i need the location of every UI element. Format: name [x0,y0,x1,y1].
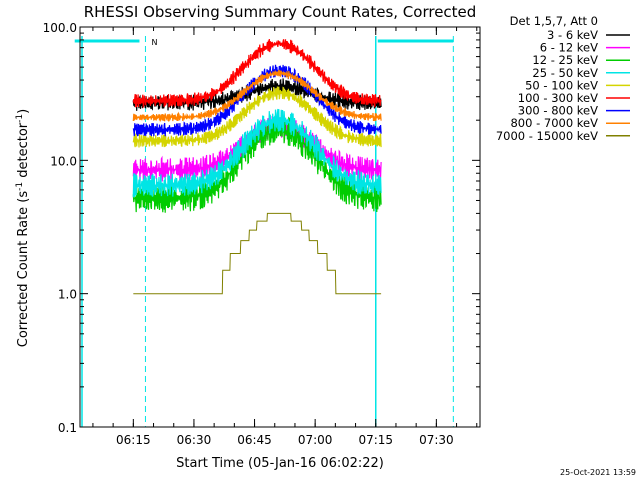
axes-frame [79,26,481,428]
y-tick-label: 1.0 [58,288,77,302]
x-axis-label: Start Time (05-Jan-16 06:02:22) [176,456,384,471]
x-tick-label: 06:15 [116,433,151,447]
y-tick-label: 100.0 [43,21,77,35]
series-line-4 [132,86,382,148]
chart-title: RHESSI Observing Summary Count Rates, Co… [84,3,477,21]
series-line-5 [132,38,382,109]
series-line-3 [132,108,382,198]
y-axis-label-sup2: -1 [15,114,25,123]
legend-label-4: 50 - 100 keV [525,78,598,92]
plot-area: N [74,36,454,427]
legend-label-8: 7000 - 15000 keV [496,129,598,143]
legend-label-7: 800 - 7000 keV [510,116,598,130]
footer-date: 25-Oct-2021 13:59 [560,468,636,477]
y-tick-label: 0.1 [58,421,77,435]
axes: 0.1 1.0 10.0 100.0 06:15 06:30 06:45 07:00 07:15… [43,21,481,447]
x-tick-label: 06:45 [237,433,272,447]
x-tick-label: 07:00 [298,433,333,447]
legend-label-0: 3 - 6 keV [547,28,598,42]
series-line-2 [132,116,382,213]
legend-label-1: 6 - 12 keV [540,41,598,55]
attenuator-flag-label: N [151,38,157,47]
series-line-7 [132,69,382,123]
y-axis-label-main: Corrected Count Rate (s [16,191,31,348]
x-tick-label: 06:30 [177,433,212,447]
legend-label-2: 12 - 25 keV [532,53,598,67]
legend-label-6: 300 - 800 keV [518,104,598,118]
y-tick-label: 10.0 [50,154,77,168]
legend-header: Det 1,5,7, Att 0 [510,14,598,28]
x-tick-label: 07:15 [358,433,393,447]
y-axis-label: Corrected Count Rate (s-1 detector-1) [15,109,31,347]
y-axis-label-end: ) [16,109,31,114]
x-tick-label: 07:30 [419,433,454,447]
series-line-8 [133,212,382,295]
y-axis-label-mid: detector [16,122,31,182]
legend-label-5: 100 - 300 keV [518,91,598,105]
legend-label-3: 25 - 50 keV [532,66,598,80]
y-axis-label-sup1: -1 [15,182,25,191]
